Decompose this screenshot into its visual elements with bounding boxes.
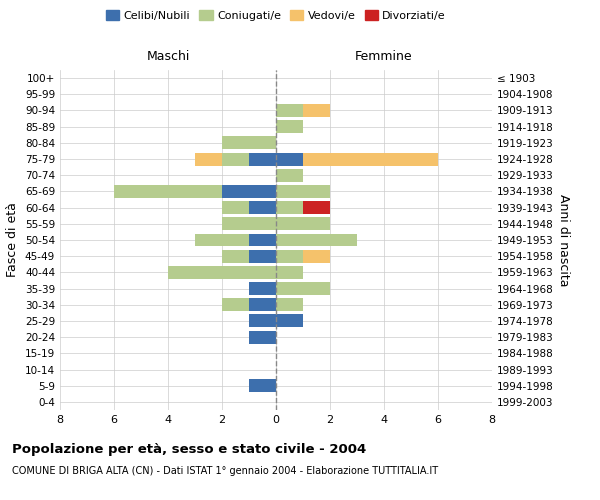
Bar [222, 136, 276, 149]
Bar [222, 250, 249, 262]
Bar [276, 282, 330, 295]
Bar [222, 201, 249, 214]
Bar [276, 152, 303, 166]
Text: Femmine: Femmine [355, 50, 413, 63]
Bar [249, 298, 276, 311]
Bar [276, 314, 303, 328]
Bar [249, 152, 276, 166]
Bar [303, 250, 330, 262]
Bar [276, 185, 330, 198]
Bar [276, 169, 303, 181]
Bar [222, 185, 276, 198]
Bar [276, 218, 330, 230]
Bar [222, 152, 249, 166]
Bar [114, 185, 222, 198]
Bar [303, 201, 330, 214]
Bar [276, 201, 303, 214]
Bar [249, 314, 276, 328]
Bar [276, 298, 303, 311]
Y-axis label: Fasce di età: Fasce di età [7, 202, 19, 278]
Bar [303, 152, 438, 166]
Bar [303, 104, 330, 117]
Bar [276, 250, 303, 262]
Y-axis label: Anni di nascita: Anni di nascita [557, 194, 570, 286]
Bar [249, 201, 276, 214]
Bar [276, 266, 303, 279]
Bar [168, 266, 276, 279]
Bar [222, 218, 276, 230]
Bar [195, 234, 249, 246]
Text: Popolazione per età, sesso e stato civile - 2004: Popolazione per età, sesso e stato civil… [12, 442, 366, 456]
Bar [249, 330, 276, 344]
Text: COMUNE DI BRIGA ALTA (CN) - Dati ISTAT 1° gennaio 2004 - Elaborazione TUTTITALIA: COMUNE DI BRIGA ALTA (CN) - Dati ISTAT 1… [12, 466, 438, 476]
Bar [276, 234, 357, 246]
Bar [195, 152, 222, 166]
Bar [249, 379, 276, 392]
Legend: Celibi/Nubili, Coniugati/e, Vedovi/e, Divorziati/e: Celibi/Nubili, Coniugati/e, Vedovi/e, Di… [104, 8, 448, 24]
Text: Maschi: Maschi [146, 50, 190, 63]
Bar [249, 250, 276, 262]
Bar [276, 120, 303, 133]
Bar [222, 298, 249, 311]
Bar [249, 282, 276, 295]
Bar [249, 234, 276, 246]
Bar [276, 104, 303, 117]
